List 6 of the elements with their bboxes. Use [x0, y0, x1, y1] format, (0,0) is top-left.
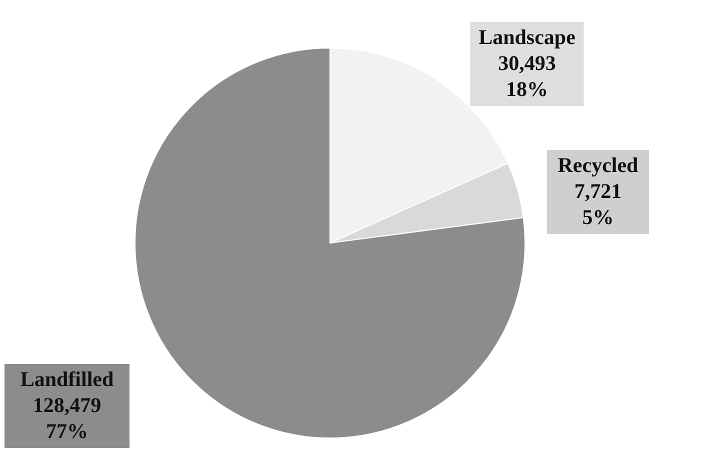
- data-label: 30,493 18%: [498, 51, 556, 101]
- slice-label: Recycled: [558, 153, 639, 177]
- data-label: 7,721 5%: [574, 179, 622, 229]
- data-label: 128,479 77%: [32, 393, 102, 443]
- slice-label: Landfilled: [20, 367, 114, 391]
- slice-label: Landscape: [478, 25, 576, 49]
